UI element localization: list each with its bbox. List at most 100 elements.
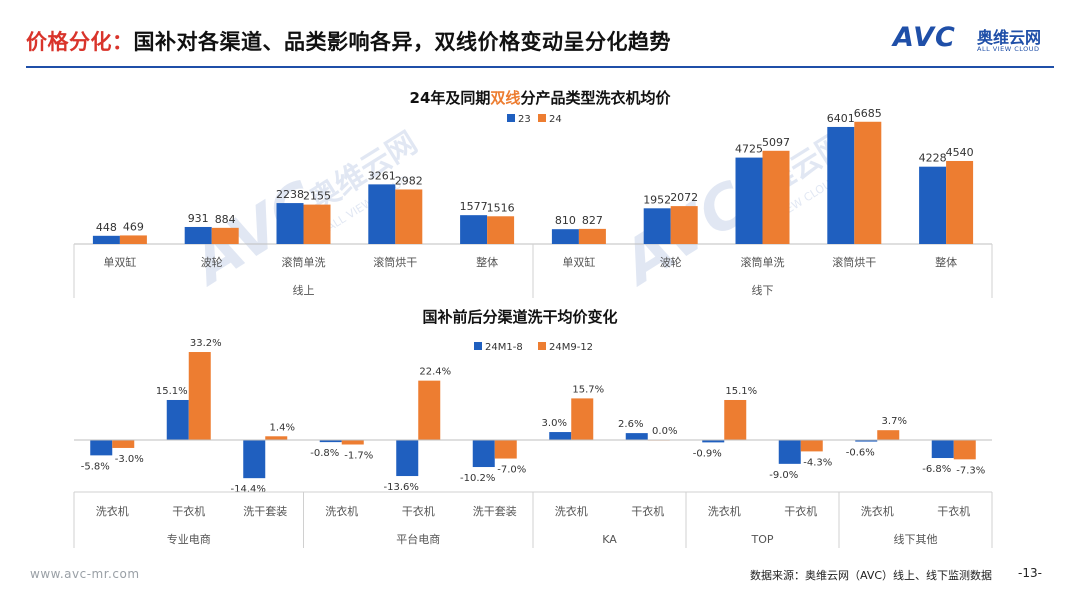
footer-website: www.avc-mr.com bbox=[30, 567, 140, 581]
legend-label-23: 23 bbox=[518, 114, 531, 125]
chart1-title-part3: 分产品类型洗衣机均价 bbox=[520, 89, 671, 107]
bar-24 bbox=[946, 160, 974, 244]
bar-24m9-12 bbox=[112, 440, 135, 448]
data-label-24m1-8: -14.4% bbox=[231, 484, 266, 495]
data-label-24: 1516 bbox=[487, 201, 515, 214]
bar-24m9-12 bbox=[418, 380, 441, 440]
data-label-24m1-8: -0.6% bbox=[846, 448, 875, 459]
data-label-23: 2238 bbox=[276, 188, 304, 201]
slide-title-highlight: 价格分化： bbox=[26, 30, 134, 54]
chart1-title: 24年及同期双线分产品类型洗衣机均价 bbox=[410, 89, 672, 107]
group-label: 专业电商 bbox=[167, 532, 211, 546]
bar-24m1-8 bbox=[549, 432, 572, 440]
category-label: 波轮 bbox=[660, 255, 682, 269]
category-label: 整体 bbox=[476, 255, 498, 269]
data-label-24m9-12: 0.0% bbox=[652, 426, 677, 437]
bar-24 bbox=[487, 216, 515, 244]
data-label-23: 1577 bbox=[460, 200, 488, 213]
data-label-24: 2072 bbox=[670, 191, 698, 204]
data-label-24m9-12: -4.3% bbox=[803, 457, 832, 468]
category-label: 单双缸 bbox=[103, 255, 136, 269]
avc-logo: AVC 奥维云网 ALL VIEW CLOUD bbox=[893, 22, 1063, 60]
data-label-24: 469 bbox=[123, 220, 144, 233]
bar-23 bbox=[92, 235, 120, 244]
bar-24m1-8 bbox=[90, 440, 113, 456]
bar-23 bbox=[460, 215, 488, 244]
category-label: 干衣机 bbox=[402, 504, 435, 518]
category-label: 整体 bbox=[935, 255, 957, 269]
bar-24m9-12 bbox=[800, 440, 823, 452]
category-label: 滚筒单洗 bbox=[282, 255, 326, 269]
data-label-24m1-8: 3.0% bbox=[542, 418, 567, 429]
bar-23 bbox=[919, 166, 947, 244]
bar-24m1-8 bbox=[166, 399, 189, 440]
category-label: 滚筒烘干 bbox=[832, 255, 876, 269]
data-label-24m9-12: 1.4% bbox=[270, 422, 295, 433]
legend-swatch-23 bbox=[507, 114, 515, 122]
bar-24 bbox=[854, 121, 882, 244]
data-label-24: 6685 bbox=[854, 107, 882, 120]
data-label-24m9-12: 3.7% bbox=[882, 416, 907, 427]
chart2-legend: 24M1-8 24M9-12 bbox=[474, 342, 593, 353]
bar-24 bbox=[303, 204, 331, 244]
bar-24m9-12 bbox=[953, 440, 976, 460]
category-label: 干衣机 bbox=[784, 504, 817, 518]
header-divider bbox=[26, 66, 1054, 68]
category-label: 干衣机 bbox=[172, 504, 205, 518]
category-label: 洗衣机 bbox=[96, 504, 129, 518]
slide-title-text: 国补对各渠道、品类影响各异，双线价格变动呈分化趋势 bbox=[133, 30, 671, 54]
data-label-24: 2155 bbox=[303, 190, 331, 203]
data-label-24m9-12: 15.7% bbox=[572, 384, 604, 395]
data-label-24m1-8: -0.9% bbox=[693, 448, 722, 459]
data-label-23: 4725 bbox=[735, 143, 763, 156]
data-label-24m1-8: 15.1% bbox=[156, 386, 188, 397]
bar-23 bbox=[368, 184, 396, 244]
data-label-24m9-12: -7.0% bbox=[497, 465, 526, 476]
footer-source: 数据来源：奥维云网（AVC）线上、线下监测数据 bbox=[750, 569, 993, 582]
data-label-24m1-8: -9.0% bbox=[769, 470, 798, 481]
bar-24 bbox=[578, 228, 606, 244]
page-number: -13- bbox=[1018, 566, 1042, 580]
group-label: 线上 bbox=[293, 283, 315, 297]
bar-24m1-8 bbox=[625, 433, 648, 440]
data-label-23: 6401 bbox=[827, 112, 855, 125]
slide-title: 价格分化：国补对各渠道、品类影响各异，双线价格变动呈分化趋势 bbox=[26, 26, 671, 56]
logo-mark: AVC bbox=[893, 22, 956, 53]
data-label-23: 448 bbox=[96, 221, 117, 234]
data-label-23: 810 bbox=[555, 214, 576, 227]
group-label: 平台电商 bbox=[396, 532, 440, 546]
category-label: 干衣机 bbox=[631, 504, 664, 518]
bar-23 bbox=[643, 208, 671, 244]
data-label-24: 4540 bbox=[946, 146, 974, 159]
data-label-24m9-12: 22.4% bbox=[419, 367, 451, 378]
data-label-24m1-8: -10.2% bbox=[460, 473, 495, 484]
category-label: 洗衣机 bbox=[325, 504, 358, 518]
data-label-24: 827 bbox=[582, 214, 603, 227]
category-label: 滚筒单洗 bbox=[741, 255, 785, 269]
group-label: 线下 bbox=[752, 283, 774, 297]
category-label: 单双缸 bbox=[562, 255, 595, 269]
category-label: 洗干套装 bbox=[473, 505, 517, 518]
category-label: 洗干套装 bbox=[243, 505, 287, 518]
category-label: 洗衣机 bbox=[708, 504, 741, 518]
bar-24m9-12 bbox=[265, 436, 288, 440]
bar-24 bbox=[211, 227, 239, 244]
chart1-legend: 23 24 bbox=[507, 114, 562, 125]
group-label: KA bbox=[602, 533, 617, 546]
logo-chinese-name: 奥维云网 bbox=[977, 28, 1042, 47]
data-label-24m9-12: -3.0% bbox=[115, 454, 144, 465]
data-label-24m9-12: 15.1% bbox=[725, 386, 757, 397]
bar-24 bbox=[395, 189, 423, 244]
bar-24m9-12 bbox=[571, 398, 594, 440]
data-label-24m1-8: -0.8% bbox=[310, 448, 339, 459]
bar-24 bbox=[119, 235, 147, 244]
data-label-24: 2982 bbox=[395, 174, 423, 187]
data-label-24: 884 bbox=[215, 213, 236, 226]
legend-swatch-24 bbox=[538, 114, 546, 122]
legend-label-24m9-12: 24M9-12 bbox=[549, 342, 593, 353]
category-label: 滚筒烘干 bbox=[373, 255, 417, 269]
bar-23 bbox=[827, 126, 855, 244]
chart2-title: 国补前后分渠道洗干均价变化 bbox=[422, 308, 617, 326]
data-label-23: 1952 bbox=[643, 193, 671, 206]
